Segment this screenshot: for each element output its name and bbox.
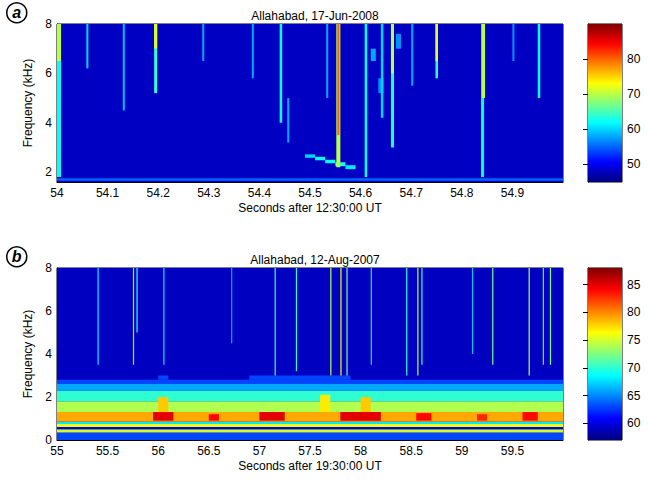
- svg-text:2: 2: [45, 165, 52, 179]
- svg-text:54.9: 54.9: [501, 186, 525, 200]
- svg-text:59.5: 59.5: [501, 444, 525, 458]
- svg-text:54.4: 54.4: [248, 186, 272, 200]
- svg-text:6: 6: [45, 304, 52, 318]
- svg-text:50: 50: [627, 157, 641, 171]
- svg-text:54.1: 54.1: [96, 186, 120, 200]
- svg-text:65: 65: [627, 389, 641, 403]
- svg-text:54.6: 54.6: [349, 186, 373, 200]
- svg-text:8: 8: [45, 17, 52, 31]
- svg-text:55: 55: [50, 444, 64, 458]
- svg-text:Frequency (kHz): Frequency (kHz): [21, 310, 35, 399]
- svg-text:56.5: 56.5: [197, 444, 221, 458]
- svg-text:a: a: [12, 4, 21, 21]
- svg-text:54.8: 54.8: [450, 186, 474, 200]
- svg-text:4: 4: [45, 116, 52, 130]
- svg-text:80: 80: [627, 52, 641, 66]
- svg-text:58: 58: [354, 444, 368, 458]
- svg-text:Seconds after 12:30:00 UT: Seconds after 12:30:00 UT: [238, 201, 382, 215]
- svg-text:57: 57: [253, 444, 267, 458]
- svg-text:57.5: 57.5: [298, 444, 322, 458]
- svg-text:80: 80: [627, 305, 641, 319]
- svg-text:54: 54: [50, 186, 64, 200]
- svg-text:54.3: 54.3: [197, 186, 221, 200]
- svg-text:70: 70: [627, 361, 641, 375]
- svg-text:59: 59: [455, 444, 469, 458]
- svg-text:6: 6: [45, 66, 52, 80]
- svg-text:Allahabad, 17-Jun-2008: Allahabad, 17-Jun-2008: [251, 9, 379, 23]
- svg-text:55.5: 55.5: [96, 444, 120, 458]
- svg-text:Allahabad, 12-Aug-2007: Allahabad, 12-Aug-2007: [250, 253, 380, 267]
- svg-text:54.2: 54.2: [147, 186, 171, 200]
- svg-text:54.7: 54.7: [400, 186, 424, 200]
- svg-text:2: 2: [45, 390, 52, 404]
- svg-text:58.5: 58.5: [400, 444, 424, 458]
- svg-text:Frequency (kHz): Frequency (kHz): [21, 59, 35, 148]
- svg-text:60: 60: [627, 122, 641, 136]
- svg-text:54.5: 54.5: [298, 186, 322, 200]
- svg-text:60: 60: [627, 416, 641, 430]
- svg-text:b: b: [12, 248, 22, 265]
- svg-text:8: 8: [45, 261, 52, 275]
- svg-text:0: 0: [45, 433, 52, 447]
- svg-text:Seconds after 19:30:00 UT: Seconds after 19:30:00 UT: [238, 459, 382, 473]
- svg-text:4: 4: [45, 347, 52, 361]
- svg-text:70: 70: [627, 87, 641, 101]
- svg-text:75: 75: [627, 333, 641, 347]
- svg-text:85: 85: [627, 278, 641, 292]
- svg-text:56: 56: [152, 444, 166, 458]
